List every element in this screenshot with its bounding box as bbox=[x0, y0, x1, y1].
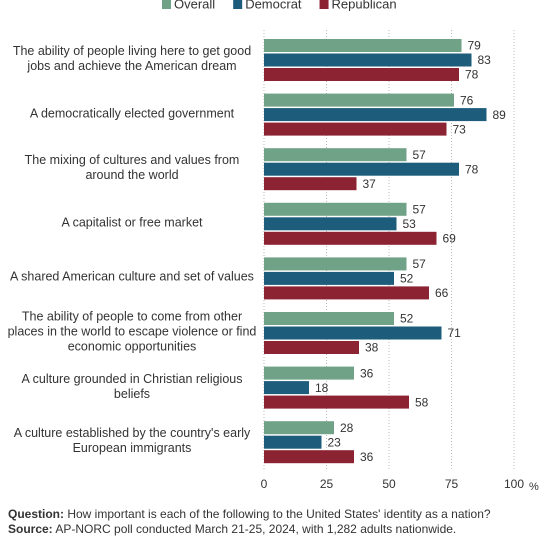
value-label: 79 bbox=[468, 39, 482, 53]
bar bbox=[264, 366, 354, 380]
value-label: 57 bbox=[413, 202, 427, 216]
value-label: 83 bbox=[478, 53, 492, 67]
bar bbox=[264, 435, 322, 449]
value-label: 89 bbox=[493, 108, 507, 122]
legend-swatch bbox=[319, 0, 329, 9]
value-label: 76 bbox=[460, 93, 474, 107]
x-tick-label: 100 bbox=[504, 477, 524, 491]
bar bbox=[264, 39, 462, 52]
value-label: 78 bbox=[465, 162, 479, 176]
legend-swatch bbox=[233, 0, 243, 9]
category-label: A capitalist or free market bbox=[61, 215, 203, 230]
value-label: 71 bbox=[448, 326, 462, 340]
bar bbox=[264, 122, 447, 136]
bar bbox=[264, 53, 472, 67]
x-tick-label: 0 bbox=[261, 477, 268, 491]
x-tick-label: 75 bbox=[445, 477, 459, 491]
legend-label: Democrat bbox=[245, 0, 302, 11]
value-label: 53 bbox=[403, 217, 417, 231]
x-tick-label: 25 bbox=[320, 477, 334, 491]
bar bbox=[264, 341, 359, 354]
x-tick-label: 50 bbox=[382, 477, 396, 491]
value-label: 69 bbox=[443, 231, 457, 245]
legend-label: Overall bbox=[174, 0, 215, 11]
value-label: 36 bbox=[360, 450, 374, 464]
bar bbox=[264, 257, 407, 271]
bar bbox=[264, 450, 354, 464]
value-label: 78 bbox=[465, 68, 479, 82]
bar bbox=[264, 177, 357, 191]
legend-label: Republican bbox=[332, 0, 397, 11]
category-label: A shared American culture and set of val… bbox=[10, 269, 254, 284]
question-text: How important is each of the following t… bbox=[67, 507, 491, 521]
bar bbox=[264, 93, 454, 107]
bar bbox=[264, 395, 409, 409]
value-label: 37 bbox=[363, 177, 377, 191]
value-label: 52 bbox=[400, 272, 414, 286]
bar bbox=[264, 231, 437, 245]
bar bbox=[264, 108, 487, 122]
bar bbox=[264, 381, 309, 395]
bar bbox=[264, 271, 394, 285]
category-label: The ability of people living here to get… bbox=[12, 44, 252, 73]
value-label: 57 bbox=[413, 148, 427, 162]
bar bbox=[264, 202, 407, 216]
bar bbox=[264, 421, 334, 435]
bar bbox=[264, 68, 459, 81]
category-label: A culture grounded in Christian religiou… bbox=[21, 371, 243, 401]
bar bbox=[264, 162, 459, 176]
bar bbox=[264, 326, 442, 340]
category-label: A democratically elected government bbox=[29, 106, 235, 121]
source-text: AP-NORC poll conducted March 21-25, 2024… bbox=[55, 522, 457, 536]
value-label: 38 bbox=[365, 341, 379, 355]
value-label: 23 bbox=[328, 435, 342, 449]
value-label: 28 bbox=[340, 421, 354, 435]
category-label: The ability of people to come from other… bbox=[7, 309, 257, 354]
value-label: 52 bbox=[400, 312, 414, 326]
source-note: Source: AP-NORC poll conducted March 21-… bbox=[8, 522, 456, 536]
question-label: Question: bbox=[8, 507, 64, 521]
source-label: Source: bbox=[8, 522, 53, 536]
value-label: 57 bbox=[413, 257, 427, 271]
value-label: 18 bbox=[315, 381, 329, 395]
value-label: 36 bbox=[360, 366, 374, 380]
legend-swatch bbox=[162, 0, 171, 9]
value-label: 58 bbox=[415, 395, 429, 409]
x-axis-unit: % bbox=[529, 481, 539, 493]
value-label: 66 bbox=[435, 286, 449, 300]
bar bbox=[264, 148, 407, 162]
bar bbox=[264, 286, 429, 300]
bar bbox=[264, 312, 394, 325]
question-note: Question: How important is each of the f… bbox=[8, 507, 491, 521]
category-label: The mixing of cultures and values from a… bbox=[24, 153, 240, 183]
value-label: 73 bbox=[453, 122, 467, 136]
category-label: A culture established by the country's e… bbox=[13, 426, 251, 456]
bar bbox=[264, 217, 397, 231]
